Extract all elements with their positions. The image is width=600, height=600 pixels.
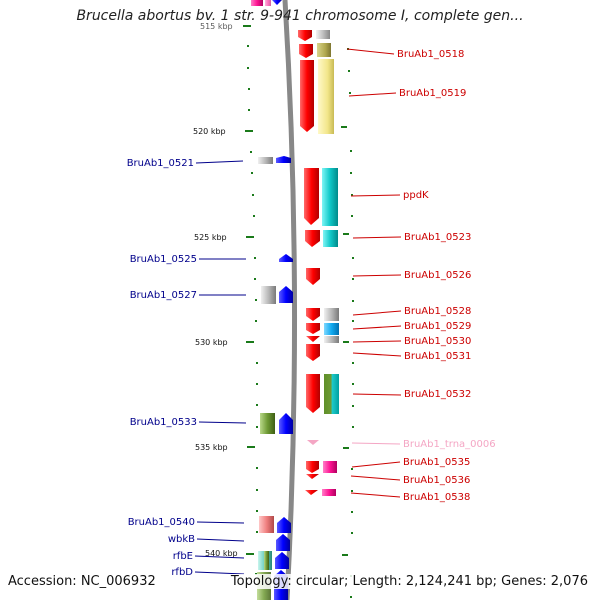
gene-arrow [304, 168, 319, 225]
feature-block [324, 308, 339, 321]
gene-label[interactable]: BruAb1_0538 [403, 492, 470, 503]
gene-arrow [305, 230, 320, 247]
gene-arrow [306, 461, 319, 473]
gene-label[interactable]: BruAb1_0527 [130, 290, 197, 301]
right-label-connectors [346, 48, 402, 498]
left-label-connectors [194, 160, 247, 575]
feature-block [323, 230, 338, 247]
feature-block [261, 286, 276, 304]
tick-mark [246, 553, 254, 555]
right-feature-blocks [316, 30, 339, 496]
gene-arrow [279, 413, 293, 434]
tick-mark [243, 25, 251, 27]
minor-ticks-left [247, 45, 258, 575]
tick-mark [246, 341, 254, 343]
reverse-strand-genes [298, 30, 320, 495]
feature-block [322, 168, 338, 226]
gene-arrow [277, 517, 291, 533]
tick-label: 535 kbp [195, 443, 228, 452]
gene-arrow-reverse [272, 0, 282, 5]
feature-block [324, 336, 339, 343]
gene-arrow [279, 254, 293, 262]
feature-block [317, 43, 331, 57]
gene-label[interactable]: BruAb1_0525 [130, 254, 197, 265]
gene-arrow [300, 60, 314, 132]
gene-arrow [306, 308, 320, 321]
gene-label[interactable]: BruAb1_0526 [404, 270, 471, 281]
map-title: Brucella abortus bv. 1 str. 9-941 chromo… [76, 8, 524, 24]
feature-block [322, 489, 336, 496]
tick-label: 525 kbp [194, 233, 227, 242]
feature-block [324, 323, 339, 335]
gene-label[interactable]: BruAb1_0540 [128, 517, 195, 528]
tick-mark [246, 236, 254, 238]
feature-block [265, 0, 271, 6]
trna-label[interactable]: BruAb1_trna_0006 [403, 439, 496, 450]
scale-ticks: 515 kbp 520 kbp 525 kbp 530 kbp 535 kbp … [193, 22, 255, 558]
gene-label[interactable]: BruAb1_0521 [127, 158, 194, 169]
chromosome-backbone [282, 0, 298, 600]
gene-label[interactable]: BruAb1_0533 [130, 417, 197, 428]
feature-block [316, 30, 330, 39]
topology-text: Topology: circular; Length: 2,124,241 bp… [228, 574, 590, 589]
left-labels: BruAb1_0521 BruAb1_0525 BruAb1_0527 BruA… [127, 158, 197, 578]
gene-label[interactable]: BruAb1_0532 [404, 389, 471, 400]
gene-arrow [276, 534, 290, 551]
gene-arrow [299, 44, 313, 58]
gene-arrow [279, 286, 293, 303]
feature-block [324, 374, 339, 414]
gene-label[interactable]: BruAb1_0531 [404, 351, 471, 362]
gene-arrow [306, 323, 320, 334]
gene-label[interactable]: BruAb1_0536 [403, 475, 470, 486]
gene-arrow [306, 268, 320, 285]
gene-label[interactable]: rfbE [173, 551, 193, 562]
gene-label[interactable]: BruAb1_0535 [403, 457, 470, 468]
feature-block [264, 551, 269, 570]
right-labels: BruAb1_0518 BruAb1_0519 ppdK BruAb1_0523… [397, 49, 496, 503]
gene-label[interactable]: BruAb1_0518 [397, 49, 464, 60]
gene-arrow [306, 474, 319, 479]
gene-arrow [306, 336, 320, 342]
gene-arrow [275, 552, 289, 569]
gene-arrow [306, 374, 320, 413]
trna-arrow [307, 440, 319, 445]
gene-arrow [298, 30, 312, 41]
tick-mark [245, 130, 253, 132]
feature-block [260, 413, 275, 434]
gene-arrow [305, 490, 318, 495]
feature-block [258, 157, 273, 164]
tick-label: 530 kbp [195, 338, 228, 347]
tick-label: 515 kbp [200, 22, 233, 31]
gene-label[interactable]: ppdK [403, 190, 429, 201]
accession-text: Accession: NC_006932 [8, 574, 156, 589]
gene-label[interactable]: BruAb1_0530 [404, 336, 471, 347]
gene-label[interactable]: BruAb1_0529 [404, 321, 471, 332]
feature-block [251, 0, 263, 6]
tick-label: 540 kbp [205, 549, 238, 558]
feature-block [259, 516, 274, 533]
gene-arrow [276, 156, 291, 163]
gene-label[interactable]: wbkB [168, 534, 195, 545]
gene-label[interactable]: BruAb1_0519 [399, 88, 466, 99]
gene-label[interactable]: BruAb1_0528 [404, 306, 471, 317]
tick-label: 520 kbp [193, 127, 226, 136]
minor-ticks-right [341, 48, 354, 598]
gene-arrow [306, 344, 320, 361]
feature-block [318, 59, 334, 134]
left-feature-blocks [257, 157, 276, 600]
gene-label[interactable]: BruAb1_0523 [404, 232, 471, 243]
feature-block [323, 461, 337, 473]
tick-mark [247, 446, 255, 448]
gene-label[interactable]: rfbD [171, 567, 193, 578]
